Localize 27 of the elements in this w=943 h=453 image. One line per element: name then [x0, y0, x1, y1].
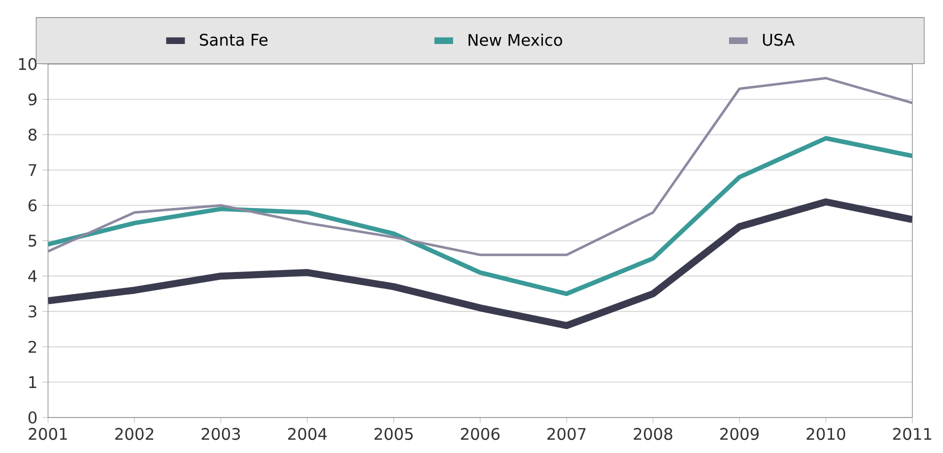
y-tick-label: 7: [28, 164, 36, 176]
y-tick-label: 5: [28, 234, 36, 246]
y-tick-label: 0: [28, 411, 37, 424]
x-tick-label: 2009: [720, 428, 759, 440]
x-tick-label: 2002: [115, 428, 154, 440]
y-tick-label: 1: [29, 376, 36, 388]
legend-label: New Mexico: [468, 33, 562, 46]
x-tick-label: 2010: [806, 428, 846, 440]
x-tick-label: 2004: [288, 428, 327, 440]
x-tick-label: 2011: [893, 428, 932, 440]
y-tick-label: 3: [28, 305, 36, 318]
y-tick-label: 8: [28, 128, 37, 141]
y-tick-label: 6: [28, 199, 37, 212]
legend-label: USA: [763, 33, 795, 46]
x-tick-label: 2006: [460, 428, 500, 440]
x-tick-label: 2007: [547, 428, 586, 440]
x-tick-label: 2001: [28, 428, 67, 440]
y-tick-label: 10: [19, 58, 37, 70]
legend-label: Santa Fe: [200, 33, 268, 46]
x-tick-label: 2005: [374, 428, 413, 440]
line-series: [48, 76, 912, 256]
x-tick-label: 2008: [634, 428, 672, 440]
y-tick-label: 4: [28, 270, 37, 282]
y-tick-label: 2: [28, 340, 36, 352]
x-tick-label: 2003: [202, 428, 240, 440]
y-tick-label: 9: [28, 93, 37, 106]
line-series: [48, 136, 912, 296]
